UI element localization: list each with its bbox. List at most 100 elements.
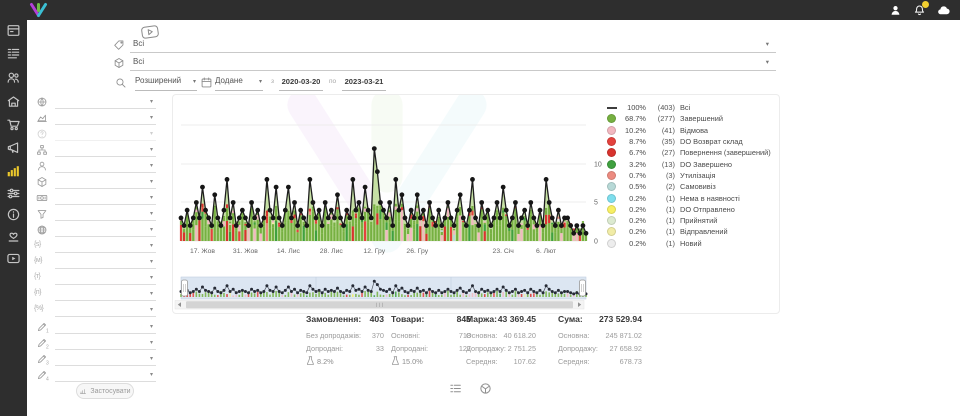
sidebar-item-orders-icon[interactable] xyxy=(6,46,21,61)
stat-value: 273 529.94 xyxy=(598,314,642,324)
legend-dot-swatch xyxy=(607,216,616,226)
legend-item[interactable]: 10.2% (41) Відмова xyxy=(607,125,777,136)
filter-row-globe[interactable]: ▾ xyxy=(27,95,162,111)
legend-item[interactable]: 0.2% (1) Новий xyxy=(607,238,777,249)
stat-sub-label: Без допродажів: xyxy=(306,331,362,340)
cube-icon xyxy=(36,176,48,188)
legend-item[interactable]: 0.2% (1) DO Отправлено xyxy=(607,204,777,215)
stat-sub-value: 107.62 xyxy=(513,357,536,366)
chart-scrollbar[interactable] xyxy=(174,300,585,310)
view-toggles xyxy=(449,382,492,395)
filter-row-user[interactable]: ▾ xyxy=(27,159,162,175)
date-field-select[interactable]: Додане ▾ xyxy=(215,74,263,91)
banknote-icon xyxy=(36,192,48,204)
sidebar-item-statistics-icon[interactable] xyxy=(6,163,21,178)
stats-column: Маржа: 43 369.45 Основна: 40 618.20 Допродаж… xyxy=(466,314,536,368)
filter-row-funnel[interactable]: ▾ xyxy=(27,207,162,223)
dropdown-underline xyxy=(55,349,156,350)
legend-item[interactable]: 0.5% (2) Самовивіз xyxy=(607,181,777,192)
filter-row-tag11[interactable]: {т} ▾ xyxy=(27,271,162,287)
navigator-left-handle[interactable] xyxy=(181,279,188,297)
legend-item[interactable]: 0.7% (3) Утилізація xyxy=(607,170,777,181)
svg-text:6. Лют: 6. Лют xyxy=(536,248,556,255)
filter-row-tag9[interactable]: {s} ▾ xyxy=(27,239,162,255)
brand-logo[interactable] xyxy=(29,2,48,18)
support-person-icon[interactable] xyxy=(889,4,902,17)
stat-title: Маржа: xyxy=(466,314,498,324)
date-field-value: Додане xyxy=(215,76,243,85)
svg-text:26. Гру: 26. Гру xyxy=(406,248,428,255)
stat-sub-label: Допродані: xyxy=(306,344,343,353)
cloud-icon[interactable] xyxy=(937,4,950,17)
filter-row-tag12[interactable]: {п} ▾ xyxy=(27,287,162,303)
legend-item[interactable]: 3.2% (13) DO Завершено xyxy=(607,158,777,169)
filter-row-pencil[interactable]: 4 ▾ xyxy=(27,368,162,384)
legend-label: DO Отправлено xyxy=(680,204,735,214)
legend-percent: 10.2% xyxy=(625,125,646,135)
scroll-left-arrow[interactable] xyxy=(177,302,181,307)
sidebar-item-cart-icon[interactable] xyxy=(6,117,21,132)
scroll-right-arrow[interactable] xyxy=(578,302,582,307)
filter-row-banknote[interactable]: ▾ xyxy=(27,191,162,207)
list-view-icon[interactable] xyxy=(449,382,462,395)
stat-sub-label: Середня: xyxy=(466,357,498,366)
brace-tag-icon: {м} xyxy=(34,257,43,264)
filter-row-cube[interactable]: ▾ xyxy=(27,175,162,191)
chevron-down-icon: ▾ xyxy=(149,179,153,185)
sidebar-item-settings-icon[interactable] xyxy=(6,186,21,201)
filter-row-area-chart[interactable]: ▾ xyxy=(27,111,162,127)
filter-row-pencil[interactable]: 1 ▾ xyxy=(27,320,162,336)
legend-item[interactable]: 100% (403) Всі xyxy=(607,102,777,113)
filter-row-tag13[interactable]: {%} ▾ xyxy=(27,303,162,319)
pencil-icon xyxy=(36,353,48,365)
search-icon[interactable] xyxy=(115,76,127,88)
stat-title: Товари: xyxy=(391,314,425,324)
legend-item[interactable]: 68.7% (277) Завершений xyxy=(607,113,777,124)
sidebar-item-terminal-icon[interactable] xyxy=(6,23,21,38)
legend-label: DO Возврат склад xyxy=(680,137,743,147)
legend-item[interactable]: 0.2% (1) Прийнятий xyxy=(607,215,777,226)
filter-row-sitemap[interactable]: ▾ xyxy=(27,143,162,159)
date-to-input[interactable]: 2023-03-21 xyxy=(342,74,386,91)
chevron-down-icon: ▾ xyxy=(149,147,153,153)
stat-value: 403 xyxy=(369,314,384,324)
stat-title: Сума: xyxy=(558,314,583,324)
filter-row-help[interactable]: ▾ xyxy=(27,127,162,143)
sidebar-item-loyalty-icon[interactable] xyxy=(6,229,21,244)
legend-item[interactable]: 8.7% (35) DO Возврат склад xyxy=(607,136,777,147)
stat-sub-value: 718 xyxy=(458,331,471,340)
apply-button[interactable]: Застосувати xyxy=(76,383,134,399)
chevron-down-icon: ▾ xyxy=(149,195,153,201)
legend-item[interactable]: 0.2% (1) Відправлений xyxy=(607,226,777,237)
product-filter[interactable]: Всі ▾ xyxy=(113,56,776,71)
sidebar-item-customers-icon[interactable] xyxy=(6,70,21,85)
filter-row-tag10[interactable]: {м} ▾ xyxy=(27,255,162,271)
legend-item[interactable]: 6.7% (27) Повернення (завершений) xyxy=(607,147,777,158)
filter-row-pencil[interactable]: 3 ▾ xyxy=(27,352,162,368)
product-filter-value: Всі xyxy=(133,57,145,66)
filter-row-pencil[interactable]: 2 ▾ xyxy=(27,336,162,352)
filter-row-globe-grid[interactable]: ▾ xyxy=(27,223,162,239)
sidebar-item-store-icon[interactable] xyxy=(6,94,21,109)
screen-play-icon[interactable] xyxy=(140,24,160,40)
sidebar-item-info-icon[interactable] xyxy=(6,207,21,222)
dropdown-underline xyxy=(55,300,156,301)
upsell-flask-icon xyxy=(391,356,399,367)
package-view-icon[interactable] xyxy=(479,382,492,395)
chart-navigator[interactable] xyxy=(179,276,588,300)
svg-text:31. Жов: 31. Жов xyxy=(233,248,258,255)
legend-count: (2) xyxy=(665,182,675,192)
orders-chart[interactable]: 10 5 0 17. Жов 31. Жов 14. Лис 28. Лис 12. Гру 2… xyxy=(173,95,779,313)
legend-label: Всі xyxy=(680,103,691,113)
category-filter[interactable]: Всі ▾ xyxy=(113,38,776,53)
date-from-input[interactable]: 2020-03-20 xyxy=(279,74,323,91)
notifications-bell-icon[interactable] xyxy=(913,0,929,17)
sidebar-item-video-tutorials-icon[interactable] xyxy=(6,251,21,266)
stat-sub-label: Допродажу: xyxy=(466,344,506,353)
stat-sub-value: 245 871.02 xyxy=(605,331,642,340)
legend-item[interactable]: 0.2% (1) Нема в наявності xyxy=(607,192,777,203)
navigator-right-handle[interactable] xyxy=(579,279,586,297)
search-mode-select[interactable]: Розширений ▾ xyxy=(135,74,197,91)
stat-sub-label: Основні: xyxy=(391,331,420,340)
sidebar-item-marketing-icon[interactable] xyxy=(6,140,21,155)
